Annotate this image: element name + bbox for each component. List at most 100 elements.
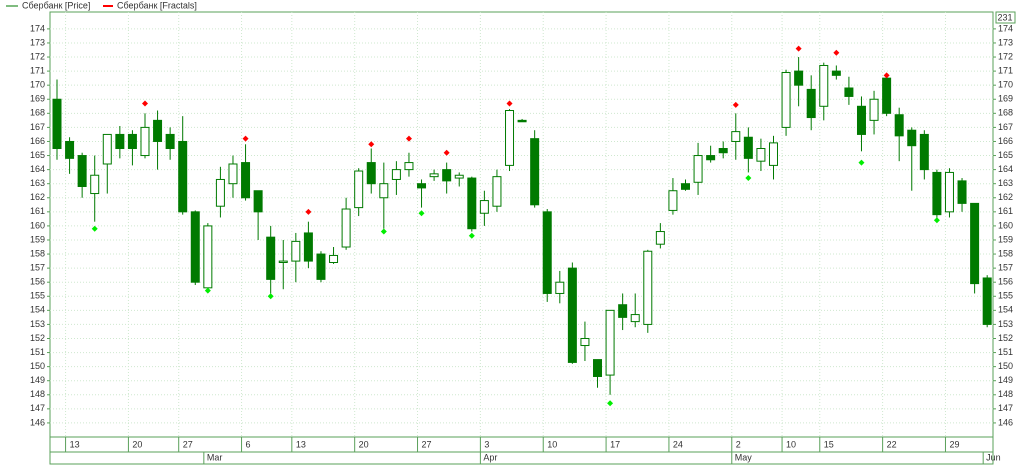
- candle-body: [77, 155, 87, 188]
- badge: 231: [997, 12, 1012, 22]
- candle-body: [203, 225, 213, 289]
- legend-label: Сбербанк [Fractals]: [117, 0, 197, 10]
- candle-body: [291, 240, 301, 262]
- candle-body: [127, 133, 137, 150]
- month-tick-label: Apr: [483, 452, 497, 462]
- candle-body: [555, 281, 565, 294]
- candle-body: [731, 131, 741, 142]
- x-tick-label: 6: [246, 439, 251, 449]
- candle-body: [643, 250, 653, 325]
- candle-body: [316, 253, 326, 280]
- candle-body: [781, 72, 791, 128]
- x-tick-label: 20: [132, 439, 142, 449]
- y-tick-label: 158: [30, 248, 45, 258]
- candle-body: [530, 138, 540, 206]
- candle-body: [404, 162, 414, 171]
- fractal-up: [506, 100, 513, 107]
- fractal-up: [883, 72, 890, 79]
- y-tick-label: 149: [998, 375, 1013, 385]
- candle-body: [329, 254, 339, 263]
- y-tick-label: 156: [30, 277, 45, 287]
- y-tick-label: 151: [998, 347, 1013, 357]
- candle-body: [442, 169, 452, 182]
- y-tick-label: 169: [30, 94, 45, 104]
- candle-body: [215, 178, 225, 207]
- candle-body: [932, 171, 942, 216]
- month-tick-label: May: [735, 452, 753, 462]
- y-tick-label: 161: [998, 206, 1013, 216]
- y-tick-label: 147: [30, 403, 45, 413]
- fractal-up: [141, 100, 148, 107]
- candle-body: [52, 98, 62, 150]
- candle-body: [706, 155, 716, 161]
- x-tick-label: 13: [70, 439, 80, 449]
- y-tick-label: 174: [30, 23, 45, 33]
- candle-body: [366, 162, 376, 185]
- y-tick-label: 154: [998, 305, 1013, 315]
- candle-body: [844, 87, 854, 97]
- y-tick-label: 156: [998, 277, 1013, 287]
- candle-body: [241, 162, 251, 199]
- candle-body: [907, 129, 917, 147]
- fractal-up: [833, 49, 840, 56]
- x-tick-label: 10: [547, 439, 557, 449]
- y-tick-label: 153: [30, 319, 45, 329]
- candle-body: [567, 267, 577, 363]
- y-tick-label: 165: [998, 150, 1013, 160]
- candle-body: [756, 148, 766, 162]
- month-tick-label: Mar: [207, 452, 223, 462]
- candle-body: [655, 231, 665, 245]
- fractal-up: [732, 101, 739, 108]
- y-tick-label: 149: [30, 375, 45, 385]
- y-tick-label: 157: [30, 263, 45, 273]
- candle-body: [65, 140, 75, 159]
- y-tick-label: 151: [30, 347, 45, 357]
- candle-body: [140, 126, 150, 157]
- candle-body: [115, 133, 125, 150]
- candle-body: [492, 176, 502, 207]
- candle-body: [479, 200, 489, 214]
- y-tick-label: 163: [998, 178, 1013, 188]
- candle-body: [768, 142, 778, 166]
- candle-body: [819, 64, 829, 107]
- x-tick-label: 2: [736, 439, 741, 449]
- candle-body: [454, 174, 464, 179]
- fractal-up: [405, 135, 412, 142]
- candle-body: [341, 208, 351, 248]
- y-tick-label: 163: [30, 178, 45, 188]
- candle-body: [630, 314, 640, 323]
- fractal-down: [267, 293, 274, 300]
- candle-body: [90, 174, 100, 195]
- fractal-down: [468, 232, 475, 239]
- candle-body: [102, 133, 112, 165]
- fractal-up: [368, 141, 375, 148]
- y-tick-label: 155: [30, 291, 45, 301]
- y-tick-label: 154: [30, 305, 45, 315]
- y-tick-label: 148: [998, 389, 1013, 399]
- y-tick-label: 174: [998, 23, 1013, 33]
- candle-body: [354, 170, 364, 209]
- candle-body: [856, 105, 866, 135]
- fractal-up: [242, 135, 249, 142]
- candle-body: [618, 304, 628, 318]
- candle-body: [681, 183, 690, 190]
- month-tick-label: Jun: [986, 452, 1001, 462]
- y-tick-label: 168: [30, 108, 45, 118]
- candle-body: [417, 183, 427, 189]
- candle-body: [278, 260, 288, 263]
- candle-body: [869, 98, 879, 121]
- candle-body: [266, 236, 276, 280]
- y-tick-label: 164: [998, 164, 1013, 174]
- candle-body: [429, 173, 439, 178]
- y-tick-label: 158: [998, 248, 1013, 258]
- x-tick-label: 20: [359, 439, 369, 449]
- y-tick-label: 167: [30, 122, 45, 132]
- fractal-down: [91, 225, 98, 232]
- y-tick-label: 148: [30, 389, 45, 399]
- y-tick-label: 164: [30, 164, 45, 174]
- y-tick-label: 161: [30, 206, 45, 216]
- candle-body: [228, 163, 238, 185]
- y-tick-label: 170: [30, 80, 45, 90]
- fractal-up: [305, 208, 312, 215]
- y-tick-label: 172: [998, 51, 1013, 61]
